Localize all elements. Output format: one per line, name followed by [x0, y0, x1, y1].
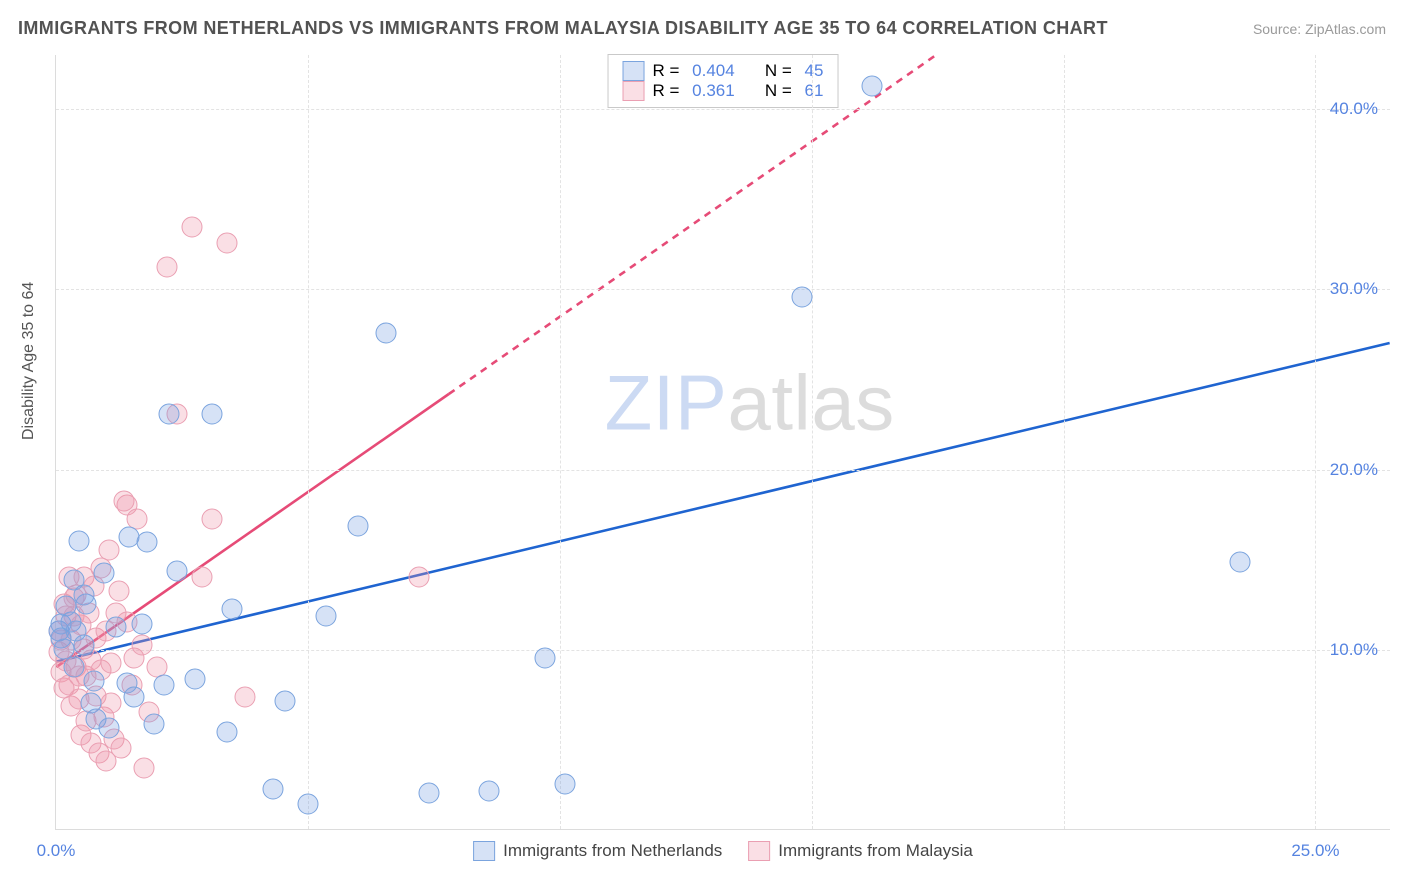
- series-a-label: Immigrants from Netherlands: [503, 841, 722, 861]
- data-point: [136, 532, 157, 553]
- data-point: [418, 782, 439, 803]
- data-point: [297, 793, 318, 814]
- data-point: [98, 718, 119, 739]
- data-point: [202, 509, 223, 530]
- data-point: [262, 779, 283, 800]
- data-point: [101, 692, 122, 713]
- data-point: [131, 613, 152, 634]
- x-tick-label: 25.0%: [1291, 841, 1339, 861]
- data-point: [68, 530, 89, 551]
- y-tick-label: 40.0%: [1330, 99, 1378, 119]
- data-point: [375, 323, 396, 344]
- legend-item-netherlands: Immigrants from Netherlands: [473, 841, 722, 861]
- data-point: [348, 516, 369, 537]
- data-point: [98, 539, 119, 560]
- trendlines-svg: [56, 55, 1390, 829]
- data-point: [275, 691, 296, 712]
- gridline-h: [56, 289, 1390, 290]
- gridline-v: [1064, 55, 1065, 829]
- data-point: [134, 757, 155, 778]
- data-point: [534, 647, 555, 668]
- y-axis-title: Disability Age 35 to 64: [20, 282, 38, 440]
- swatch-netherlands-2: [473, 841, 495, 861]
- correlation-legend: R = 0.404 N = 45 R = 0.361 N = 61: [608, 54, 839, 108]
- chart-title: IMMIGRANTS FROM NETHERLANDS VS IMMIGRANT…: [18, 18, 1108, 39]
- data-point: [315, 606, 336, 627]
- gridline-v: [1315, 55, 1316, 829]
- gridline-h: [56, 650, 1390, 651]
- watermark: ZIPatlas: [605, 358, 895, 449]
- data-point: [111, 737, 132, 758]
- data-point: [234, 687, 255, 708]
- r-value-a: 0.404: [692, 61, 735, 81]
- data-point: [1229, 552, 1250, 573]
- data-point: [131, 635, 152, 656]
- swatch-malaysia: [623, 81, 645, 101]
- y-tick-label: 20.0%: [1330, 460, 1378, 480]
- data-point: [108, 581, 129, 602]
- data-point: [408, 566, 429, 587]
- data-point: [202, 404, 223, 425]
- y-tick-label: 30.0%: [1330, 279, 1378, 299]
- data-point: [217, 721, 238, 742]
- data-point: [479, 781, 500, 802]
- data-point: [124, 687, 145, 708]
- n-value-a: 45: [805, 61, 824, 81]
- data-point: [83, 671, 104, 692]
- data-point: [222, 599, 243, 620]
- data-point: [73, 584, 94, 605]
- r-value-b: 0.361: [692, 81, 735, 101]
- data-point: [862, 76, 883, 97]
- scatter-chart: ZIPatlas R = 0.404 N = 45 R = 0.361 N = …: [55, 55, 1390, 830]
- data-point: [114, 490, 135, 511]
- data-point: [217, 233, 238, 254]
- legend-row-a: R = 0.404 N = 45: [623, 61, 824, 81]
- gridline-h: [56, 109, 1390, 110]
- data-point: [182, 217, 203, 238]
- data-point: [101, 653, 122, 674]
- y-tick-label: 10.0%: [1330, 640, 1378, 660]
- gridline-v: [812, 55, 813, 829]
- n-value-b: 61: [805, 81, 824, 101]
- data-point: [154, 674, 175, 695]
- data-point: [166, 561, 187, 582]
- gridline-h: [56, 470, 1390, 471]
- data-point: [184, 669, 205, 690]
- data-point: [63, 656, 84, 677]
- data-point: [192, 566, 213, 587]
- x-tick-label: 0.0%: [37, 841, 76, 861]
- data-point: [106, 617, 127, 638]
- data-point: [791, 287, 812, 308]
- series-legend: Immigrants from Netherlands Immigrants f…: [473, 841, 973, 861]
- data-point: [156, 256, 177, 277]
- data-point: [93, 563, 114, 584]
- gridline-v: [560, 55, 561, 829]
- source-label: Source: ZipAtlas.com: [1253, 21, 1386, 37]
- legend-row-b: R = 0.361 N = 61: [623, 81, 824, 101]
- data-point: [73, 635, 94, 656]
- gridline-v: [308, 55, 309, 829]
- swatch-malaysia-2: [748, 841, 770, 861]
- data-point: [554, 773, 575, 794]
- swatch-netherlands: [623, 61, 645, 81]
- data-point: [144, 714, 165, 735]
- data-point: [159, 404, 180, 425]
- legend-item-malaysia: Immigrants from Malaysia: [748, 841, 973, 861]
- series-b-label: Immigrants from Malaysia: [778, 841, 973, 861]
